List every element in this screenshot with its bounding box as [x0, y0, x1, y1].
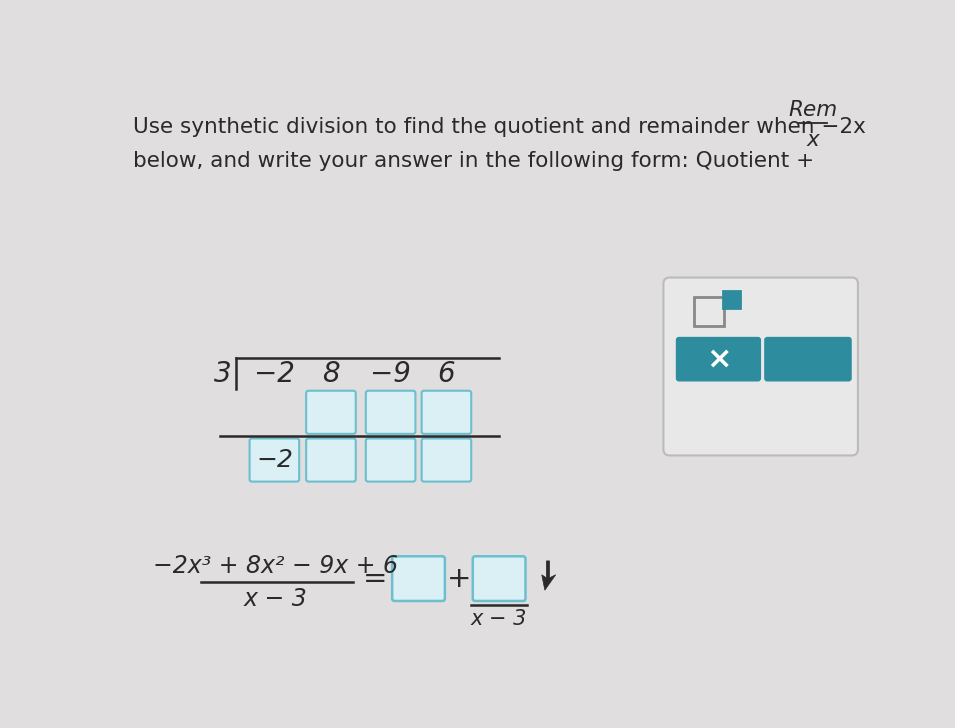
Polygon shape: [541, 561, 556, 590]
FancyBboxPatch shape: [421, 438, 471, 482]
FancyBboxPatch shape: [307, 438, 356, 482]
FancyBboxPatch shape: [664, 277, 858, 456]
Text: ×: ×: [706, 344, 732, 373]
Text: Rem: Rem: [789, 100, 838, 120]
Text: x − 3: x − 3: [244, 587, 308, 612]
Text: x − 3: x − 3: [471, 609, 527, 629]
FancyBboxPatch shape: [366, 438, 415, 482]
Text: +: +: [447, 565, 472, 593]
FancyBboxPatch shape: [393, 556, 445, 601]
Text: −9: −9: [371, 360, 411, 388]
Text: −2: −2: [256, 448, 293, 472]
FancyBboxPatch shape: [676, 337, 761, 381]
FancyBboxPatch shape: [307, 391, 356, 434]
Text: −2: −2: [254, 360, 295, 388]
Text: 8: 8: [322, 360, 340, 388]
Text: −2x³ + 8x² − 9x + 6: −2x³ + 8x² − 9x + 6: [154, 553, 398, 577]
FancyBboxPatch shape: [249, 438, 299, 482]
Text: 3: 3: [214, 360, 232, 388]
FancyBboxPatch shape: [694, 297, 724, 326]
Text: Use synthetic division to find the quotient and remainder when −2x: Use synthetic division to find the quoti…: [134, 117, 866, 138]
FancyBboxPatch shape: [473, 556, 525, 601]
FancyBboxPatch shape: [421, 391, 471, 434]
FancyBboxPatch shape: [366, 391, 415, 434]
Text: x: x: [807, 130, 819, 151]
Text: =: =: [363, 565, 388, 593]
FancyBboxPatch shape: [764, 337, 852, 381]
Text: below, and write your answer in the following form: Quotient +: below, and write your answer in the foll…: [134, 151, 815, 170]
Text: 6: 6: [437, 360, 456, 388]
FancyBboxPatch shape: [723, 291, 740, 309]
